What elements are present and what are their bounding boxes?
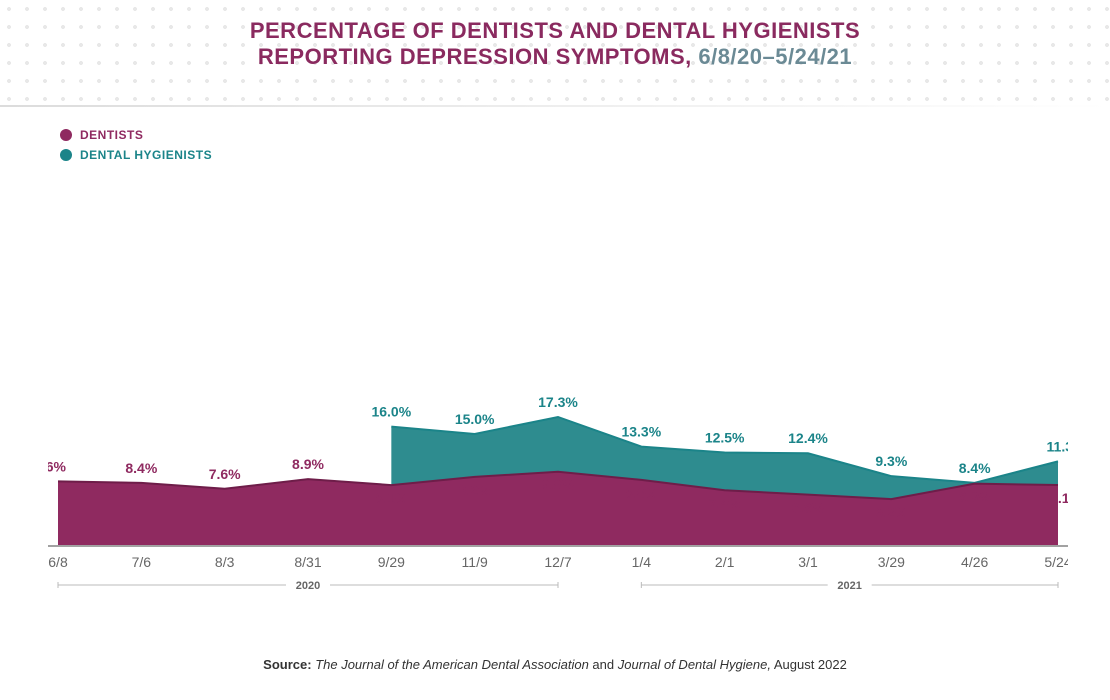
title-line-2: REPORTING DEPRESSION SYMPTOMS, 6/8/20–5/… — [0, 44, 1110, 70]
data-label: 11.3% — [1047, 438, 1068, 454]
data-label: 8.9% — [292, 456, 324, 472]
x-axis-label: 7/6 — [132, 554, 152, 570]
data-label: 7.6% — [209, 466, 241, 482]
data-label: 7.4% — [709, 495, 741, 511]
data-label: 8.4% — [959, 460, 991, 476]
x-axis-label: 8/3 — [215, 554, 235, 570]
x-axis-label: 12/7 — [544, 554, 571, 570]
data-label: 8.8% — [625, 485, 657, 501]
data-label: 9.2% — [459, 482, 491, 498]
x-axis-label: 3/29 — [878, 554, 905, 570]
chart-svg: 16.0% 15.0% 17.3% 13.3% 12.5% 12.4% 9.3% 8.4% 11… — [48, 175, 1068, 595]
data-label: 12.4% — [788, 430, 828, 446]
data-label: 16.0% — [371, 404, 411, 420]
source-citation: Source: The Journal of the American Dent… — [0, 657, 1110, 672]
legend-dot-hygienists — [60, 149, 72, 161]
data-label: 8.1% — [375, 490, 407, 506]
legend-dot-dentists — [60, 129, 72, 141]
data-label: 13.3% — [621, 424, 661, 440]
data-label: 17.3% — [538, 394, 578, 410]
data-label: 6.8% — [792, 500, 824, 516]
source-label: Source: — [263, 657, 311, 672]
year-label: 2021 — [837, 580, 861, 592]
x-axis-label: 2/1 — [715, 554, 735, 570]
x-axis-label: 9/29 — [378, 554, 405, 570]
legend: DENTISTS DENTAL HYGIENISTS — [60, 128, 212, 168]
legend-item-hygienists: DENTAL HYGIENISTS — [60, 148, 212, 162]
header-divider — [0, 105, 1110, 107]
x-axis-label: 3/1 — [798, 554, 818, 570]
data-label: 9.3% — [875, 453, 907, 469]
title-line-2-prefix: REPORTING DEPRESSION SYMPTOMS, — [258, 44, 699, 69]
data-label: 15.0% — [455, 411, 495, 427]
x-axis-label: 4/26 — [961, 554, 988, 570]
data-label: 9.9% — [542, 477, 574, 493]
data-label: 8.3% — [959, 489, 991, 505]
x-axis-label: 8/31 — [294, 554, 321, 570]
chart-title: PERCENTAGE OF DENTISTS AND DENTAL HYGIEN… — [0, 18, 1110, 70]
data-label: 8.6% — [48, 458, 67, 474]
title-line-1: PERCENTAGE OF DENTISTS AND DENTAL HYGIEN… — [0, 18, 1110, 44]
x-axis-label: 1/4 — [632, 554, 652, 570]
data-label: 8.4% — [125, 460, 157, 476]
x-axis-label: 6/8 — [48, 554, 68, 570]
x-axis-label: 11/9 — [462, 554, 488, 570]
chart-area: 16.0% 15.0% 17.3% 13.3% 12.5% 12.4% 9.3% 8.4% 11… — [48, 175, 1068, 595]
title-line-2-dates: 6/8/20–5/24/21 — [698, 44, 852, 69]
legend-label-hygienists: DENTAL HYGIENISTS — [80, 148, 212, 162]
legend-item-dentists: DENTISTS — [60, 128, 212, 142]
data-label: 12.5% — [705, 430, 745, 446]
source-text: The Journal of the American Dental Assoc… — [312, 657, 847, 672]
legend-label-dentists: DENTISTS — [80, 128, 143, 142]
data-label: 8.1% — [1050, 490, 1068, 506]
year-label: 2020 — [296, 580, 320, 592]
data-label: 6.2% — [875, 504, 907, 520]
x-axis-label: 5/24 — [1044, 554, 1068, 570]
